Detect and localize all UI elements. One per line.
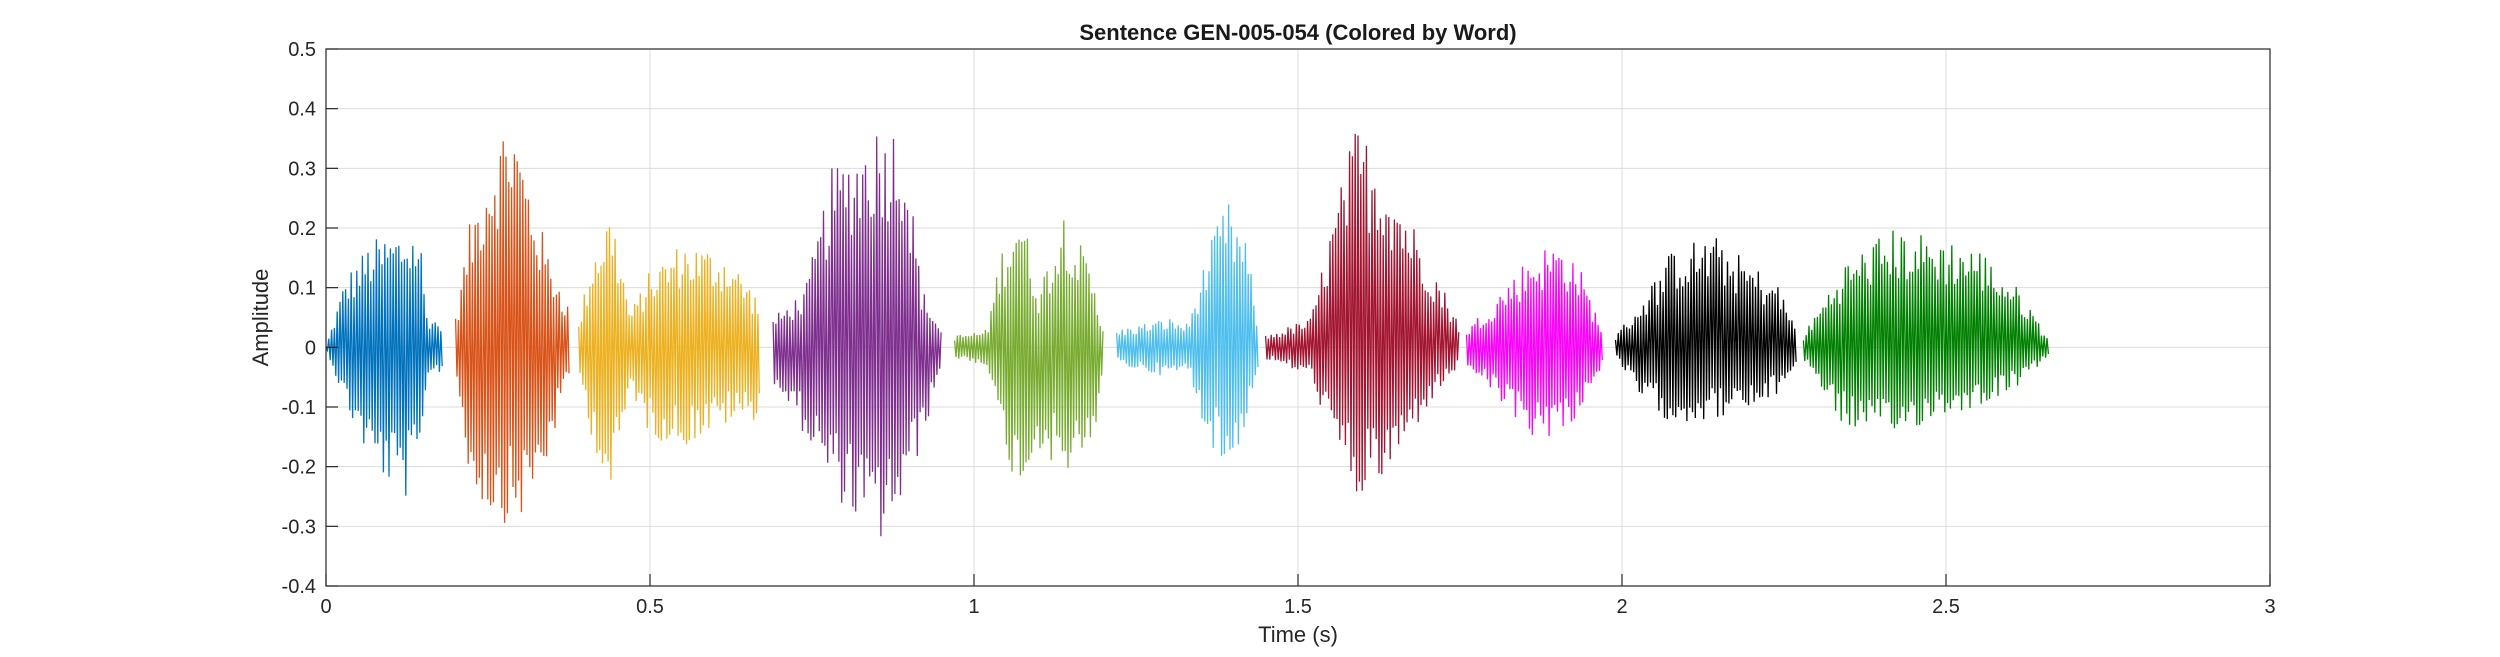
y-tick-label: 0.1 — [288, 278, 316, 300]
y-tick-label: 0 — [305, 337, 316, 359]
word-segment-2 — [454, 141, 570, 523]
word-segment-1 — [325, 239, 443, 496]
chart-title: Sentence GEN-005-054 (Colored by Word) — [1079, 20, 1516, 45]
y-tick-label: -0.4 — [282, 576, 316, 598]
y-tick-label: -0.3 — [282, 516, 316, 538]
y-tick-label: 0.5 — [288, 39, 316, 61]
word-segment-3 — [578, 227, 760, 480]
x-tick-label: 1 — [968, 596, 979, 618]
y-tick-label: -0.1 — [282, 397, 316, 419]
waveform-segments — [325, 133, 2050, 537]
x-tick-label: 0 — [320, 596, 331, 618]
x-tick-label: 0.5 — [636, 596, 664, 618]
word-segment-4 — [772, 136, 942, 537]
x-axis-label: Time (s) — [1258, 622, 1338, 647]
word-segment-9 — [1614, 238, 1797, 422]
y-tick-label: 0.3 — [288, 158, 316, 180]
word-segment-5 — [953, 220, 1104, 476]
y-axis-label: Amplitude — [248, 269, 273, 367]
word-segment-6 — [1115, 204, 1259, 456]
word-segment-10 — [1802, 230, 2050, 429]
word-segment-8 — [1465, 250, 1603, 436]
axis-ticks: 0 0.5 1 1.5 2 2.5 3 -0.4 -0.3 -0.2 -0.1 0 0.1 0.2 0.3 0… — [282, 39, 2276, 618]
y-tick-label: -0.2 — [282, 457, 316, 479]
y-tick-label: 0.4 — [288, 99, 316, 121]
y-tick-label: 0.2 — [288, 218, 316, 240]
word-segment-7 — [1264, 133, 1460, 492]
x-tick-label: 2.5 — [1932, 596, 1960, 618]
x-tick-label: 2 — [1616, 596, 1627, 618]
x-tick-label: 1.5 — [1284, 596, 1312, 618]
x-tick-label: 3 — [2264, 596, 2275, 618]
